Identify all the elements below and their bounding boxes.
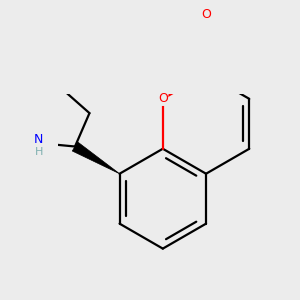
Text: N: N [34,133,44,146]
Text: O: O [201,8,211,21]
Text: O: O [158,92,168,105]
Polygon shape [72,142,120,174]
Text: H: H [34,147,43,157]
